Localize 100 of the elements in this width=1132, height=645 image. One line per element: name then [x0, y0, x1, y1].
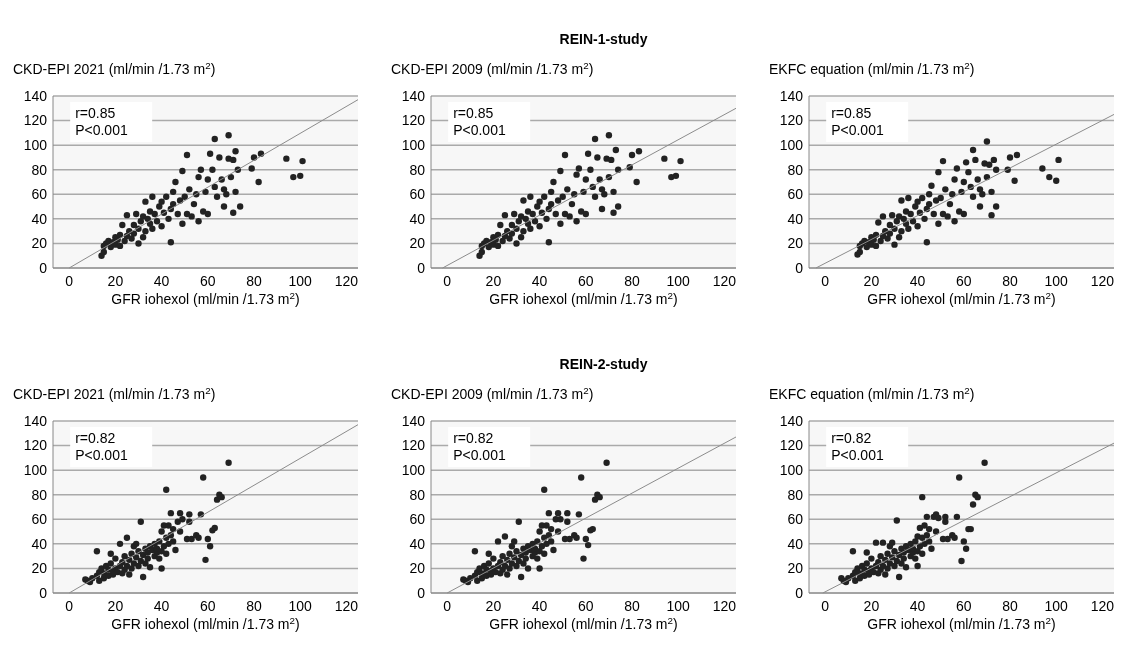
- annotation: P<0.001: [453, 122, 506, 138]
- x-tick-label: 0: [821, 598, 830, 614]
- y-axis-title: CKD-EPI 2021 (ml/min /1.73 m$^{2}$): [13, 59, 216, 77]
- y-tick-label: 80: [409, 161, 426, 178]
- x-tick-label: 60: [578, 273, 594, 289]
- annotation: P<0.001: [75, 122, 128, 138]
- x-tick-label: 20: [485, 273, 502, 289]
- x-tick-label: 120: [1090, 598, 1115, 614]
- y-tick-label: 40: [31, 535, 48, 552]
- x-axis-title: GFR iohexol (ml/min /1.73 m$^{2}$): [111, 289, 300, 307]
- x-tick-label: 40: [909, 273, 926, 289]
- x-tick-label: 60: [200, 598, 216, 614]
- annotation: r=0.85: [75, 105, 116, 121]
- x-tick-label: 0: [65, 273, 74, 289]
- y-tick-label: 40: [31, 210, 48, 227]
- y-tick-label: 120: [779, 112, 804, 129]
- y-tick-label: 120: [23, 112, 48, 129]
- x-tick-label: 20: [863, 273, 880, 289]
- x-tick-label: 80: [1002, 598, 1019, 614]
- y-tick-label: 100: [23, 462, 48, 479]
- x-tick-label: 100: [288, 273, 313, 289]
- x-tick-label: 60: [200, 273, 216, 289]
- y-tick-label: 20: [31, 560, 48, 577]
- annotation: P<0.001: [831, 122, 884, 138]
- x-tick-label: 120: [334, 598, 359, 614]
- x-tick-label: 80: [246, 598, 263, 614]
- annotation: r=0.82: [75, 430, 116, 446]
- y-tick-label: 0: [795, 584, 804, 601]
- y-tick-label: 60: [787, 186, 804, 203]
- y-axis-title: CKD-EPI 2009 (ml/min /1.73 m$^{2}$): [391, 384, 594, 402]
- x-tick-label: 120: [334, 273, 359, 289]
- annotation: P<0.001: [453, 447, 506, 463]
- y-tick-label: 20: [409, 560, 426, 577]
- y-tick-label: 140: [779, 412, 804, 429]
- y-tick-label: 100: [779, 462, 804, 479]
- x-axis-title: GFR iohexol (ml/min /1.73 m$^{2}$): [111, 614, 300, 632]
- y-tick-label: 60: [787, 511, 804, 528]
- x-tick-label: 80: [246, 273, 263, 289]
- x-tick-label: 100: [666, 598, 691, 614]
- y-axis-title: EKFC equation (ml/min /1.73 m$^{2}$): [769, 59, 975, 77]
- y-tick-label: 20: [787, 235, 804, 252]
- x-tick-label: 0: [821, 273, 830, 289]
- y-tick-label: 140: [23, 412, 48, 429]
- x-tick-label: 40: [153, 598, 170, 614]
- y-tick-label: 0: [417, 584, 426, 601]
- y-tick-label: 40: [409, 535, 426, 552]
- y-tick-label: 140: [401, 87, 426, 104]
- y-tick-label: 20: [409, 235, 426, 252]
- y-axis-title: CKD-EPI 2021 (ml/min /1.73 m$^{2}$): [13, 384, 216, 402]
- y-tick-label: 80: [31, 486, 48, 503]
- x-tick-label: 60: [578, 598, 594, 614]
- x-tick-label: 120: [712, 273, 737, 289]
- x-tick-label: 60: [956, 598, 972, 614]
- y-tick-label: 60: [31, 186, 48, 203]
- x-axis-title: GFR iohexol (ml/min /1.73 m$^{2}$): [489, 614, 678, 632]
- x-axis-title: GFR iohexol (ml/min /1.73 m$^{2}$): [867, 289, 1056, 307]
- y-tick-label: 80: [787, 161, 804, 178]
- y-tick-label: 120: [779, 437, 804, 454]
- annotation: r=0.85: [453, 105, 494, 121]
- y-tick-label: 120: [23, 437, 48, 454]
- chart-title: REIN-2-study: [559, 356, 648, 372]
- chart-title: REIN-1-study: [559, 31, 648, 47]
- x-tick-label: 120: [1090, 273, 1115, 289]
- x-tick-label: 40: [531, 273, 548, 289]
- x-tick-label: 100: [666, 273, 691, 289]
- x-tick-label: 80: [1002, 273, 1019, 289]
- y-tick-label: 120: [401, 112, 426, 129]
- y-tick-label: 80: [31, 161, 48, 178]
- x-tick-label: 40: [909, 598, 926, 614]
- x-tick-label: 40: [153, 273, 170, 289]
- y-tick-label: 60: [409, 511, 426, 528]
- x-tick-label: 0: [443, 273, 452, 289]
- y-tick-label: 40: [787, 210, 804, 227]
- x-tick-label: 0: [443, 598, 452, 614]
- y-tick-label: 100: [401, 462, 426, 479]
- y-tick-label: 60: [31, 511, 48, 528]
- y-axis-title: CKD-EPI 2009 (ml/min /1.73 m$^{2}$): [391, 59, 594, 77]
- y-tick-label: 40: [409, 210, 426, 227]
- y-tick-label: 140: [23, 87, 48, 104]
- x-tick-label: 20: [485, 598, 502, 614]
- annotation: r=0.82: [831, 430, 872, 446]
- x-tick-label: 120: [712, 598, 737, 614]
- x-tick-label: 20: [107, 598, 124, 614]
- x-tick-label: 80: [624, 598, 641, 614]
- y-tick-label: 0: [39, 584, 48, 601]
- y-tick-label: 20: [787, 560, 804, 577]
- x-axis-title: GFR iohexol (ml/min /1.73 m$^{2}$): [867, 614, 1056, 632]
- y-tick-label: 40: [787, 535, 804, 552]
- y-tick-label: 100: [401, 137, 426, 154]
- y-tick-label: 100: [779, 137, 804, 154]
- y-tick-label: 100: [23, 137, 48, 154]
- y-tick-label: 120: [401, 437, 426, 454]
- x-tick-label: 60: [956, 273, 972, 289]
- x-tick-label: 100: [288, 598, 313, 614]
- y-tick-label: 80: [409, 486, 426, 503]
- annotation: P<0.001: [75, 447, 128, 463]
- y-tick-label: 140: [401, 412, 426, 429]
- x-tick-label: 40: [531, 598, 548, 614]
- annotation: r=0.82: [453, 430, 494, 446]
- x-tick-label: 100: [1044, 273, 1069, 289]
